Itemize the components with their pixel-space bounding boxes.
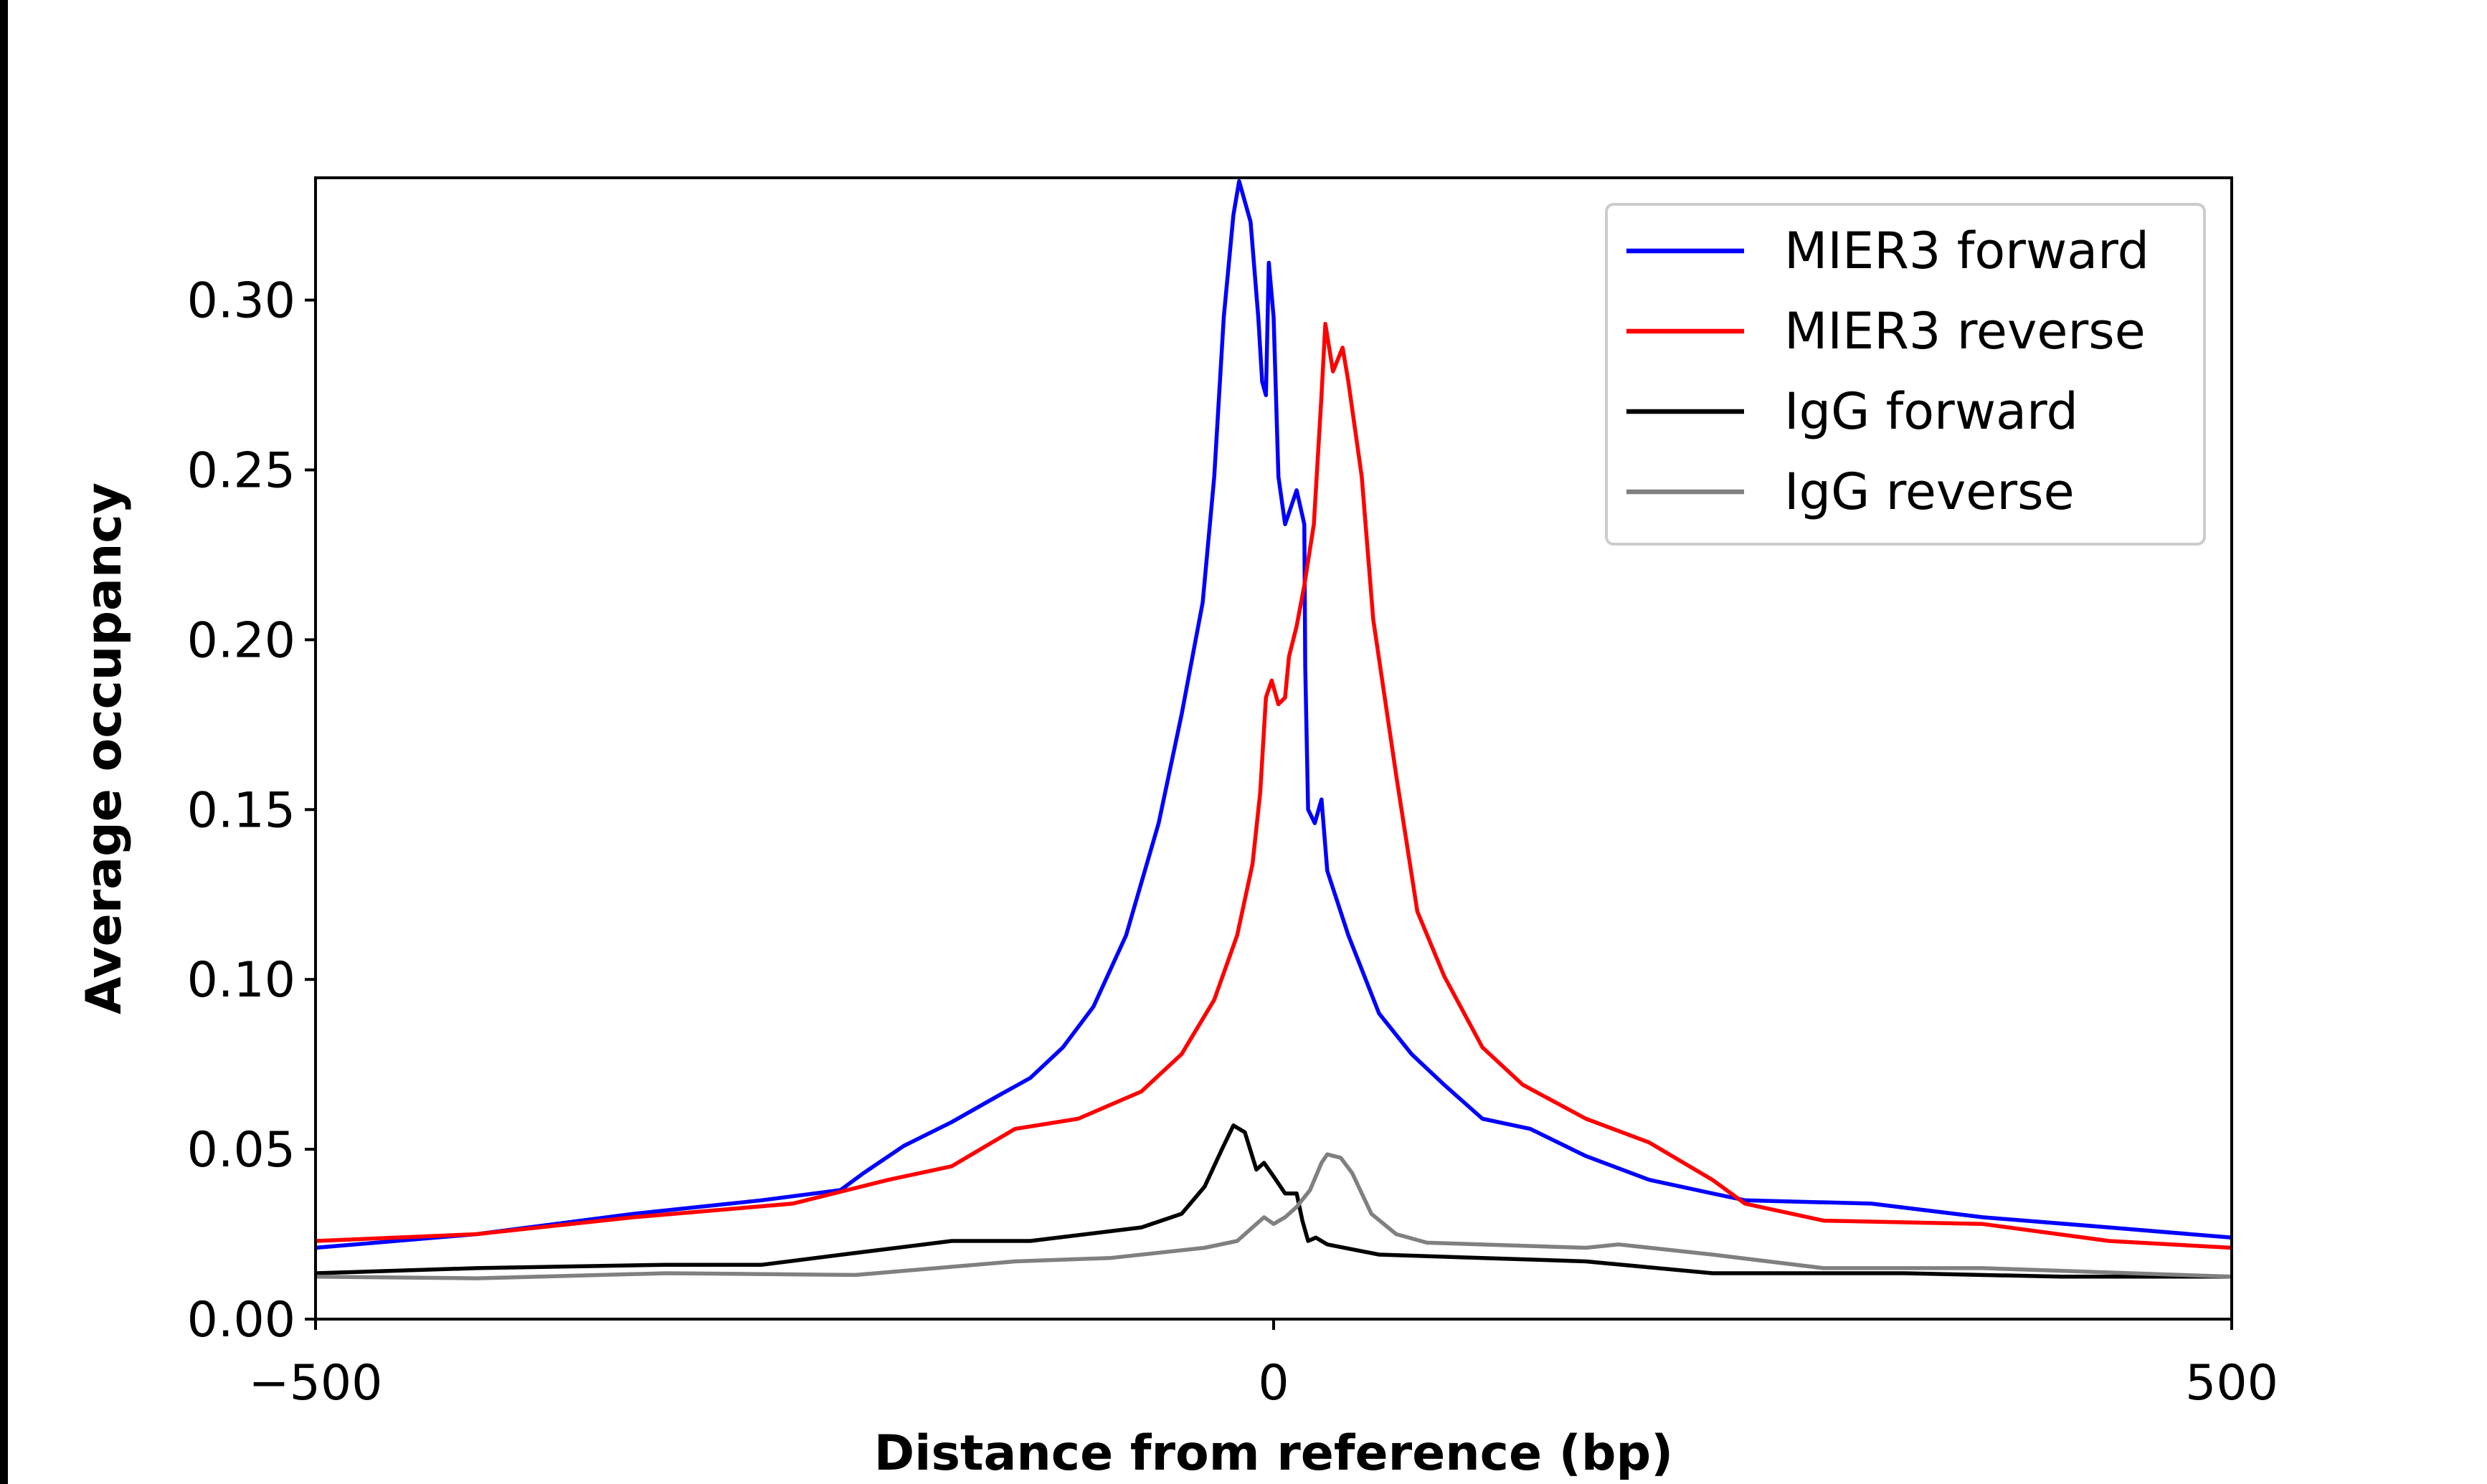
legend-label: MIER3 forward [1784,222,2149,280]
series-line-mier3-forward [315,179,2232,1250]
legend-label: MIER3 reverse [1784,302,2146,361]
legend-label: IgG forward [1784,382,2078,441]
y-axis: 0.00 0.05 0.10 0.15 0.20 0.25 0.30 [187,273,316,1349]
y-tick-label: 0.30 [187,273,295,330]
x-tick-label: 500 [2185,1355,2278,1412]
y-tick-label: 0.20 [187,612,295,669]
y-tick-label: 0.00 [187,1292,295,1349]
y-tick-label: 0.15 [187,782,295,839]
y-tick-label: 0.25 [187,442,295,499]
series-line-igg-forward [315,1123,2232,1279]
y-tick-label: 0.10 [187,952,295,1009]
x-tick-label: 0 [1258,1355,1289,1412]
legend-label: IgG reverse [1784,462,2075,521]
x-tick-label: −500 [249,1355,383,1412]
series-line-igg-reverse [315,1152,2232,1280]
legend-box [1605,203,2206,546]
x-axis: −500 0 500 [249,1319,2278,1412]
y-axis-label: Average occupancy [76,482,133,1014]
y-tick-label: 0.05 [187,1122,295,1179]
series-line-mier3-reverse [315,321,2232,1250]
legend: MIER3 forward MIER3 reverse IgG forward IgG… [1605,203,2206,546]
series-lines [315,179,2232,1280]
image-left-border [0,0,8,1484]
x-axis-label: Distance from reference (bp) [874,1425,1674,1482]
